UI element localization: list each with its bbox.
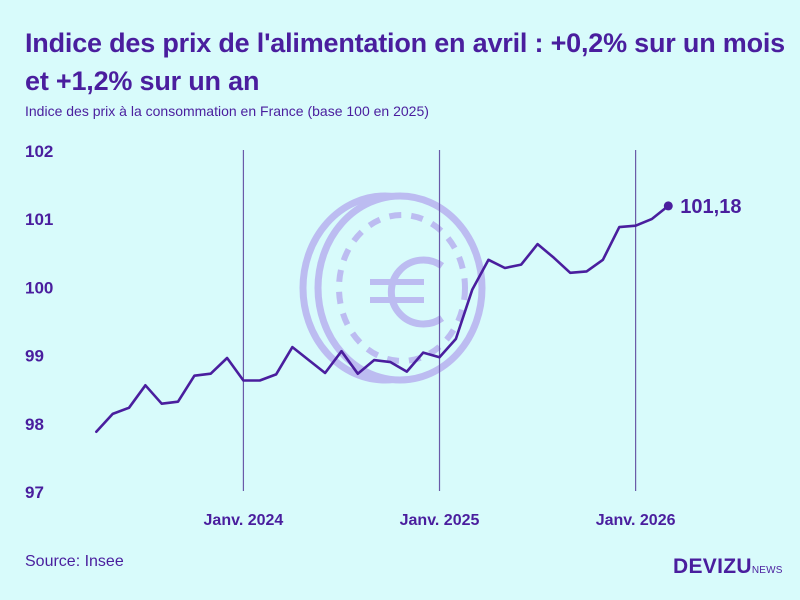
series-layer: 101,18 xyxy=(95,196,741,434)
brand-logo: DEVIZUNEWS xyxy=(673,555,783,579)
x-tick-label: Janv. 2024 xyxy=(204,512,284,529)
last-value-label: 101,18 xyxy=(680,196,741,218)
y-tick-label: 101 xyxy=(25,210,53,229)
x-tick-label: Janv. 2025 xyxy=(400,512,480,529)
y-axis: 97 98 99 100 101 102 xyxy=(25,142,53,502)
y-tick-label: 97 xyxy=(25,483,44,502)
y-tick-label: 102 xyxy=(25,142,53,161)
last-point xyxy=(663,201,673,211)
series-line xyxy=(95,204,670,434)
y-tick-label: 100 xyxy=(25,278,53,297)
vertical-markers: Janv. 2024 Janv. 2025 Janv. 2026 xyxy=(204,150,676,529)
brand-name: DEVIZU xyxy=(673,555,752,578)
y-tick-label: 99 xyxy=(25,347,44,366)
x-tick-label: Janv. 2026 xyxy=(596,512,676,529)
y-tick-label: 98 xyxy=(25,415,44,434)
brand-suffix: NEWS xyxy=(751,565,783,576)
euro-coin-icon xyxy=(299,192,486,384)
source-note: Source: Insee xyxy=(25,553,124,570)
chart-title: Indice des prix de l'alimentation en avr… xyxy=(25,28,786,96)
chart-subtitle: Indice des prix à la consommation en Fra… xyxy=(25,103,429,119)
